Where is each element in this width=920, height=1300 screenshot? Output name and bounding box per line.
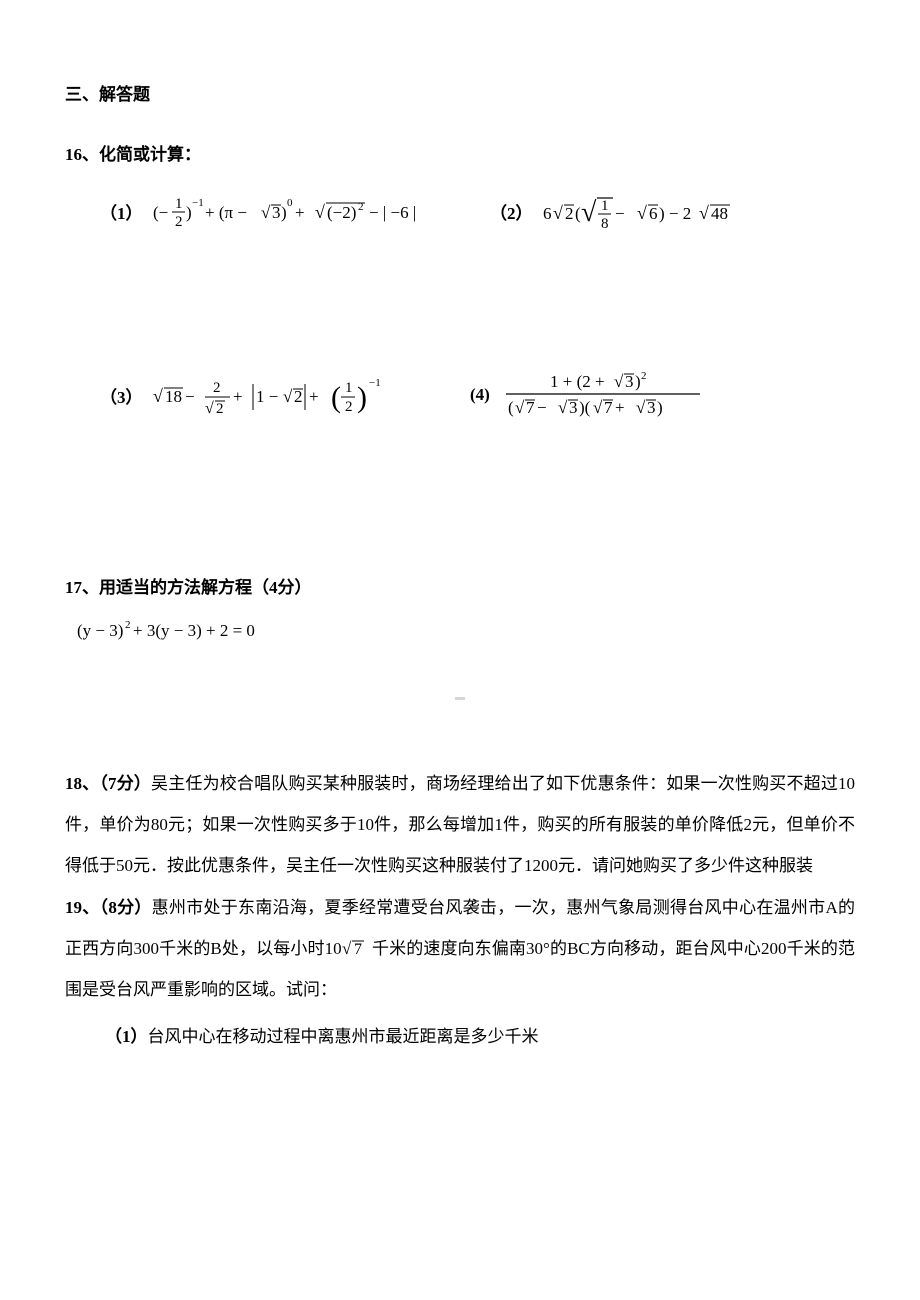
svg-text:8: 8 (601, 216, 609, 232)
sqrt7-icon: √7 (342, 938, 368, 958)
svg-text:2: 2 (358, 201, 364, 213)
svg-text:1 + (2 +: 1 + (2 + (550, 372, 605, 391)
q18-block: 18、（7分）吴主任为校合唱队购买某种服装时，商场经理给出了如下优惠条件：如果一… (65, 764, 855, 886)
svg-text:0: 0 (287, 197, 293, 209)
q19-text: 19、（8分）惠州市处于东南沿海，夏季经常遭受台风袭击，一次，惠州气象局测得台风… (65, 888, 855, 1010)
svg-text:): ) (657, 398, 663, 417)
svg-text:√: √ (699, 203, 709, 223)
q19-prefix: 19、（8分） (65, 898, 152, 917)
svg-text:+: + (615, 398, 625, 417)
svg-text:√: √ (558, 398, 568, 417)
formula-3: √ 18 − 2 √ 2 + 1 − √ 2 + ( 1 2 ) −1 (153, 370, 433, 420)
q18-body: 吴主任为校合唱队购买某种服装时，商场经理给出了如下优惠条件：如果一次性购买不超过… (65, 774, 855, 875)
svg-text:√: √ (153, 386, 163, 406)
svg-text:−1: −1 (369, 377, 381, 389)
formula-4: 1 + (2 + √ 3 ) 2 ( √ 7 − √ 3 )( √ 7 + √ … (500, 367, 730, 423)
svg-text:+ (π −: + (π − (205, 203, 247, 222)
q16-item-4: (4) 1 + (2 + √ 3 ) 2 ( √ 7 − √ 3 )( √ 7 … (470, 367, 730, 423)
svg-text:) − 2: ) − 2 (659, 204, 691, 223)
svg-text:2: 2 (125, 619, 131, 631)
svg-text:√: √ (593, 398, 603, 417)
svg-text:−: − (615, 204, 625, 223)
svg-text:− | −6 |: − | −6 | (369, 203, 416, 222)
svg-text:(−: (− (153, 203, 168, 222)
svg-text:−: − (537, 398, 547, 417)
q16-label: 16、化简或计算： (65, 140, 855, 165)
svg-text:): ) (357, 381, 367, 414)
section-header: 三、解答题 (65, 80, 855, 105)
svg-text:2: 2 (175, 214, 183, 230)
svg-text:2: 2 (345, 399, 353, 415)
svg-text:)(: )( (579, 398, 591, 417)
svg-text:+: + (309, 387, 319, 406)
q16-num-4: (4) (470, 385, 490, 405)
svg-text:(: ( (331, 381, 341, 414)
svg-text:+: + (233, 387, 243, 406)
svg-text:1 −: 1 − (256, 387, 278, 406)
svg-text:−1: −1 (192, 197, 204, 209)
formula-2: 6 √ 2 ( √ 1 8 − √ 6 ) − 2 √ 48 (543, 185, 773, 237)
q18-prefix: 18、（7分） (65, 774, 151, 793)
svg-text:√: √ (315, 202, 325, 222)
svg-text:18: 18 (165, 387, 182, 406)
q17-label: 17、用适当的方法解方程（4分） (65, 573, 855, 598)
svg-text:√: √ (283, 387, 293, 406)
svg-text:3: 3 (647, 398, 656, 417)
svg-text:√: √ (636, 398, 646, 417)
svg-text:+ 3(y − 3) + 2 = 0: + 3(y − 3) + 2 = 0 (133, 621, 255, 640)
q16-item-1: （1） (− 1 2 ) −1 + (π − √ 3 ) 0 + √ (−2) … (100, 188, 490, 234)
page-marker (455, 697, 465, 700)
q16-item-2: （2） 6 √ 2 ( √ 1 8 − √ 6 ) − 2 √ 48 (490, 185, 773, 237)
svg-text:(y − 3): (y − 3) (77, 621, 123, 640)
svg-text:+: + (295, 203, 305, 222)
q16-num-3: （3） (100, 383, 143, 408)
svg-text:(: ( (508, 398, 514, 417)
svg-text:√: √ (515, 398, 525, 417)
svg-text:3: 3 (625, 372, 634, 391)
svg-text:7: 7 (354, 941, 362, 958)
q19-sub1-num: （1） (105, 1027, 148, 1046)
svg-text:3: 3 (272, 203, 281, 222)
q19-sub1: （1）台风中心在移动过程中离惠州市最近距离是多少千米 (65, 1017, 855, 1058)
svg-text:1: 1 (175, 196, 183, 212)
q16-row-2: （3） √ 18 − 2 √ 2 + 1 − √ 2 + ( 1 2 ) (65, 367, 855, 423)
svg-text:7: 7 (604, 398, 613, 417)
svg-text:): ) (186, 203, 192, 222)
svg-text:√: √ (637, 203, 647, 223)
svg-text:√: √ (205, 400, 214, 417)
q17-equation: (y − 3) 2 + 3(y − 3) + 2 = 0 (65, 618, 855, 649)
svg-text:−: − (185, 387, 195, 406)
svg-text:7: 7 (526, 398, 535, 417)
svg-text:√: √ (342, 939, 352, 958)
svg-text:√: √ (614, 372, 624, 391)
svg-text:√: √ (261, 203, 271, 222)
svg-text:6: 6 (649, 204, 658, 223)
q16-item-3: （3） √ 18 − 2 √ 2 + 1 − √ 2 + ( 1 2 ) (100, 370, 470, 420)
svg-text:1: 1 (345, 380, 353, 396)
svg-text:1: 1 (601, 198, 609, 214)
q18-text: 18、（7分）吴主任为校合唱队购买某种服装时，商场经理给出了如下优惠条件：如果一… (65, 764, 855, 886)
svg-text:48: 48 (711, 204, 728, 223)
svg-text:√: √ (553, 203, 563, 223)
svg-text:(−2): (−2) (327, 203, 356, 222)
svg-text:2: 2 (216, 401, 224, 417)
svg-text:√: √ (581, 197, 597, 228)
svg-text:2: 2 (213, 380, 221, 396)
svg-text:2: 2 (294, 387, 303, 406)
q19-sub1-text: 台风中心在移动过程中离惠州市最近距离是多少千米 (148, 1027, 539, 1046)
svg-text:2: 2 (565, 204, 574, 223)
svg-text:3: 3 (569, 398, 578, 417)
svg-text:): ) (281, 203, 287, 222)
q16-num-2: （2） (490, 199, 533, 224)
formula-1: (− 1 2 ) −1 + (π − √ 3 ) 0 + √ (−2) 2 − … (153, 188, 433, 234)
q16-num-1: （1） (100, 199, 143, 224)
svg-text:): ) (635, 372, 641, 391)
q16-row-1: （1） (− 1 2 ) −1 + (π − √ 3 ) 0 + √ (−2) … (65, 185, 855, 237)
svg-text:6: 6 (543, 204, 552, 223)
svg-text:2: 2 (641, 370, 647, 382)
